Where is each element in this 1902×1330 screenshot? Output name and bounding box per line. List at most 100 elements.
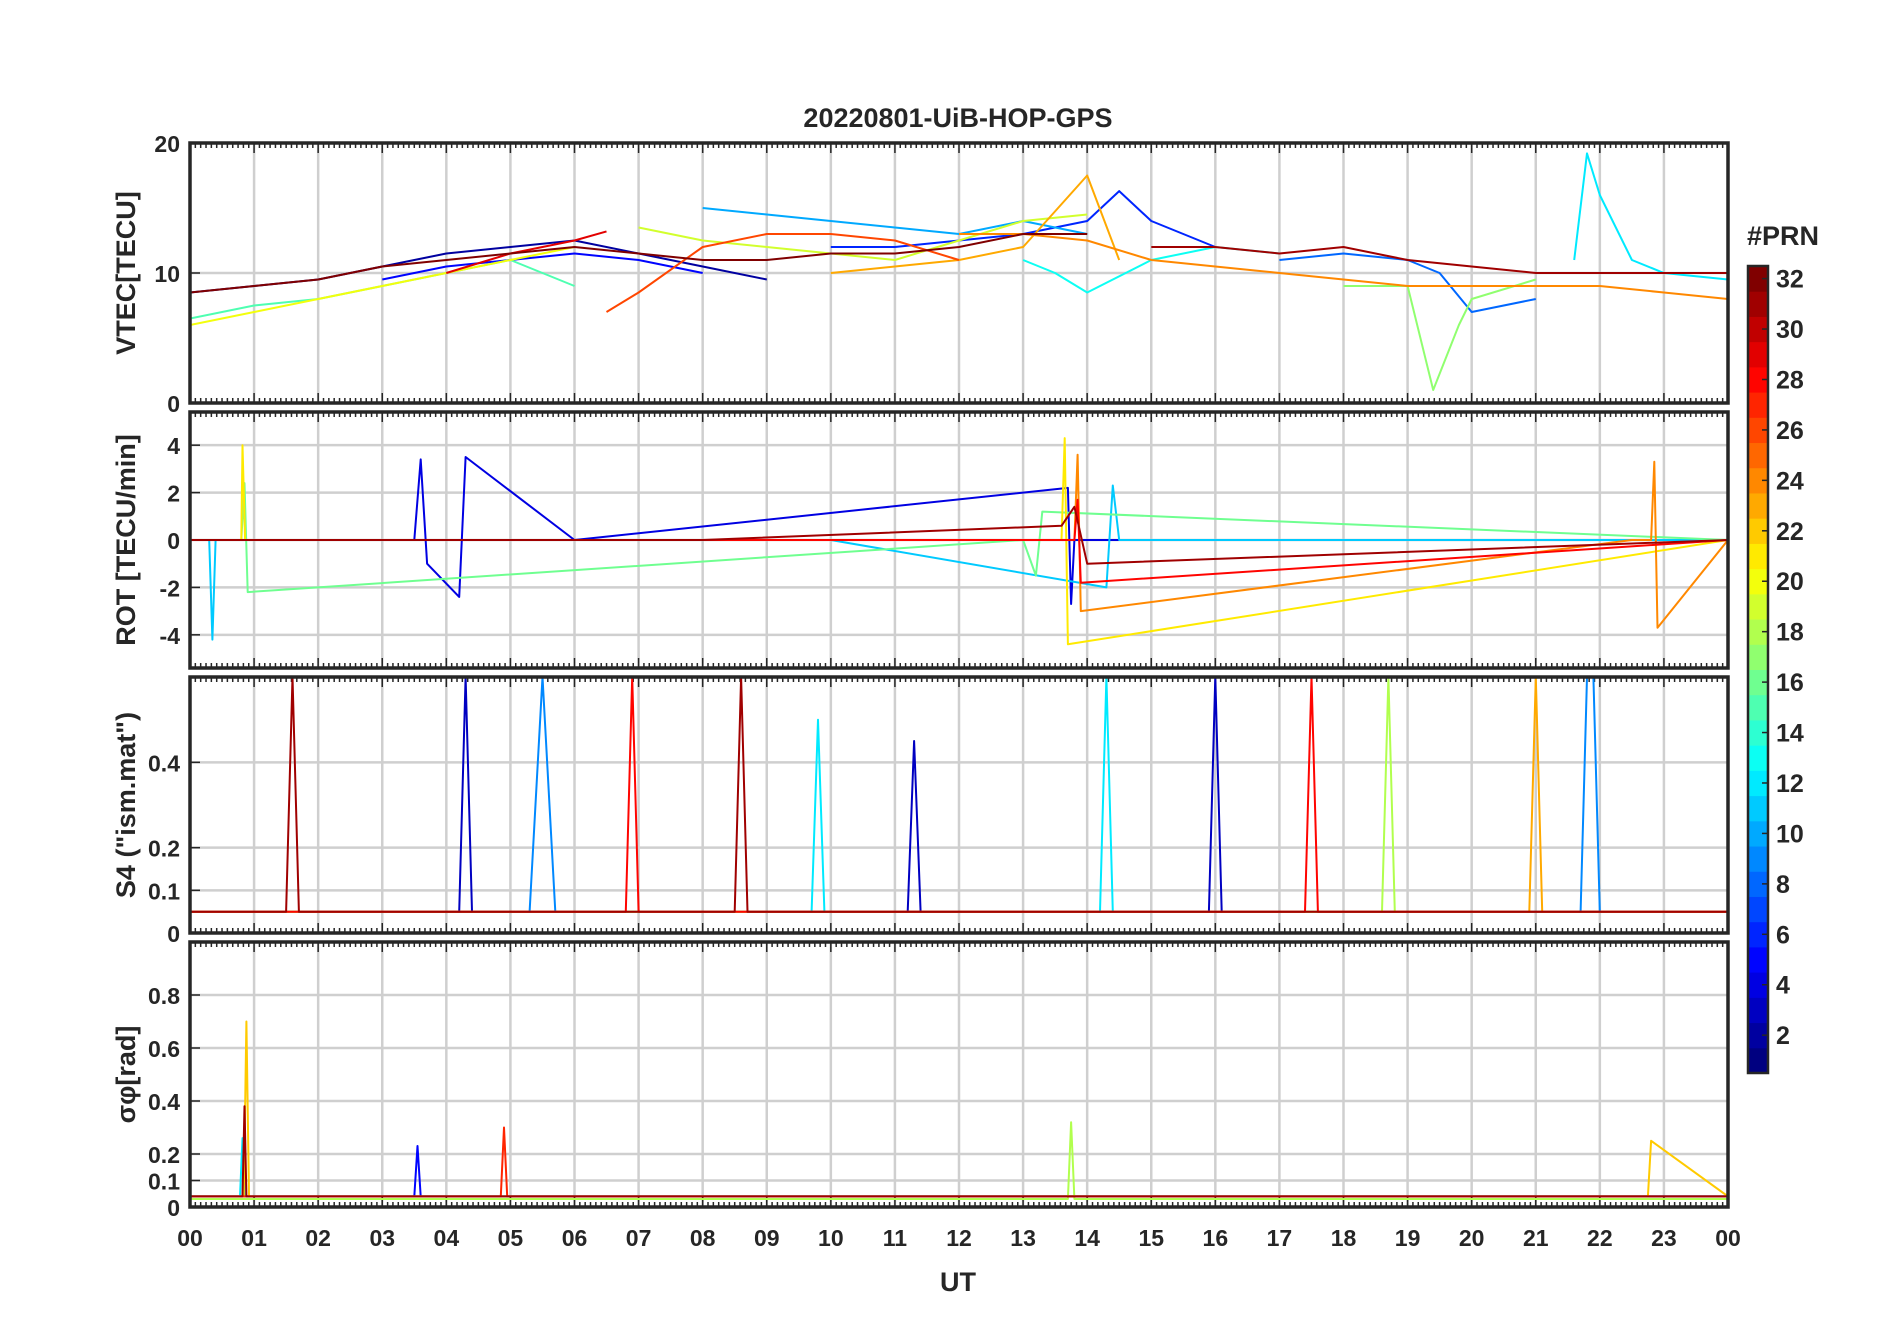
series-line-prn-23 [830,174,1121,274]
colorbar-band [1748,871,1768,897]
y-tick-label: -4 [160,623,181,649]
colorbar-band [1748,543,1768,570]
y-tick-label: 10 [154,261,180,287]
colorbar-band [1748,341,1768,368]
panel-s4: 0 0.1 0.2 0.4 S4 ("ism.mat") [111,675,1730,947]
panel-sigma_phi: 00.10.2 0.4 0.6 0.8 σφ[rad] [111,940,1730,1221]
colorbar-band [1748,1047,1768,1074]
colorbar-band [1748,392,1768,418]
series-group [190,152,1728,391]
colorbar-tick-label: 22 [1776,518,1804,546]
x-tick-label: 04 [434,1225,460,1251]
x-tick-label: 22 [1587,1225,1613,1251]
colorbar-tick-label: 2 [1776,1022,1790,1050]
colorbar-box [1746,264,1770,1075]
x-tick-label: 00 [1715,1225,1741,1251]
colorbar-tick-label: 24 [1776,467,1804,495]
y-tick-label: 0.2 [148,836,180,862]
series-line-prn-5 [382,252,703,281]
colorbar-band [1748,417,1768,444]
x-tick-label: 10 [818,1225,844,1251]
y-tick-label: -2 [160,575,180,601]
colorbar-label: #PRN [1747,221,1819,251]
x-tick-label: 05 [498,1225,524,1251]
colorbar-band [1748,568,1768,595]
x-tick-label: 19 [1395,1225,1421,1251]
colorbar-band [1748,997,1768,1024]
colorbar-band [1748,316,1768,343]
series-line-prn-26 [605,233,960,313]
x-tick-label: 13 [1010,1225,1036,1251]
y-tick-label: 0 [167,391,180,417]
series-line-prn-31 [190,505,1728,565]
colorbar-band [1748,619,1768,645]
series-line-prn-8 [1279,252,1536,313]
colorbar-tick-label: 20 [1776,568,1804,596]
series-group [190,1020,1728,1200]
y-tick-label: 2 [167,481,180,507]
x-tick-label: 03 [369,1225,395,1251]
x-tick-label: 14 [1074,1225,1100,1251]
y-tick-label: 20 [154,131,180,157]
x-tick-label: 06 [562,1225,588,1251]
y-tick-label: 4 [167,433,180,459]
series-line-prn-32 [190,233,1088,294]
x-tick-label: 02 [305,1225,331,1251]
series-line-prn-24 [959,233,1728,300]
x-tick-label: 17 [1267,1225,1293,1251]
colorbar-tick-label: 14 [1776,720,1804,748]
colorbar-band [1748,291,1768,317]
colorbar-band [1748,946,1768,973]
colorbar-band [1748,266,1768,292]
x-tick-label: 12 [946,1225,972,1251]
colorbar-band [1748,492,1768,519]
colorbar-band [1748,921,1768,948]
x-tick-label: 08 [690,1225,716,1251]
colorbar-tick-label: 10 [1776,820,1804,848]
x-tick-label: 00 [177,1225,203,1251]
y-tick-label: 0 [167,921,180,947]
colorbar-band [1748,972,1768,998]
series-line-prn-4 [190,456,1728,605]
axes-box [188,675,1730,935]
y-tick-label: 0.6 [148,1036,180,1062]
y-axis-label: ROT [TECU/min] [111,434,141,645]
colorbar-tick-label: 4 [1776,972,1790,1000]
colorbar-band [1748,694,1768,721]
x-tick-label: 09 [754,1225,780,1251]
series-line-prn-31 [1151,246,1728,274]
series-line-prn-29 [446,230,607,274]
series-line-prn-12 [1573,152,1728,281]
colorbar-band [1748,518,1768,544]
colorbar-band [1748,719,1768,746]
series-group [190,437,1728,646]
y-tick-label: 0.2 [148,1142,180,1168]
y-tick-label: 0.4 [148,750,180,776]
axes-box [188,940,1730,1209]
colorbar-band [1748,795,1768,822]
axes-box [188,141,1730,405]
panel-vtec: 0 10 20 VTEC[TECU] [111,131,1730,417]
colorbar-band [1748,1022,1768,1049]
y-axis-label: σφ[rad] [111,1026,141,1124]
colorbar-band [1748,467,1768,494]
colorbar-band [1748,820,1768,847]
colorbar-tick-label: 30 [1776,316,1804,344]
x-tick-label: 21 [1523,1225,1549,1251]
series-line-prn-31 [190,1105,1728,1198]
x-tick-label: 11 [883,1225,908,1251]
series-line-prn-19 [638,213,1088,261]
colorbar-band [1748,593,1768,620]
chart-title: 20220801-UiB-HOP-GPS [803,103,1112,133]
axes-box [188,410,1730,670]
x-tick-label: 15 [1138,1225,1164,1251]
colorbar-tick-label: 6 [1776,921,1790,949]
colorbar-band [1748,442,1768,469]
colorbar-band [1748,846,1768,872]
panel-rot: -4 -2 0 2 4 ROT [TECU/min] [111,410,1730,670]
colorbar-band [1748,745,1768,771]
x-tick-label: 07 [626,1225,652,1251]
series-line-prn-31 [190,677,1728,913]
